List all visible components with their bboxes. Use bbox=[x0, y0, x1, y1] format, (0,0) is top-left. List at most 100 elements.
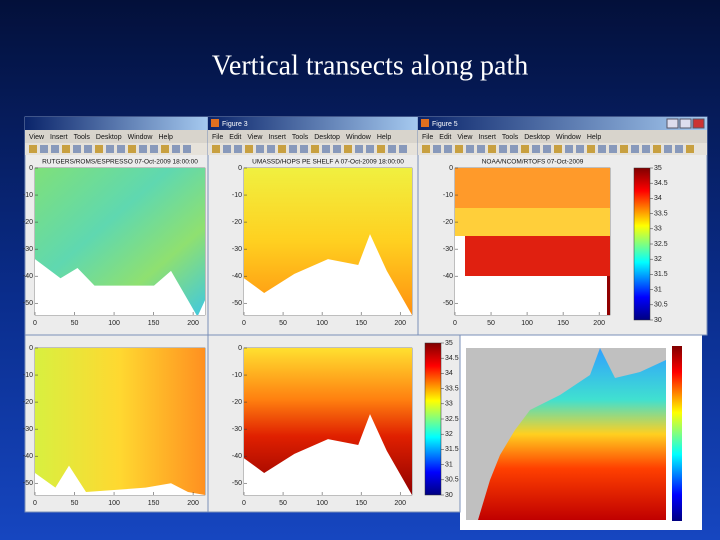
toolbar-button[interactable] bbox=[161, 145, 169, 153]
x-tick-label: 100 bbox=[521, 320, 533, 327]
toolbar-button[interactable] bbox=[245, 145, 253, 153]
toolbar-button[interactable] bbox=[117, 145, 125, 153]
menu-item[interactable]: Insert bbox=[478, 134, 496, 141]
y-tick-label: 0 bbox=[29, 345, 33, 352]
toolbar-button[interactable] bbox=[543, 145, 551, 153]
menu-item[interactable]: Tools bbox=[502, 134, 519, 141]
toolbar-button[interactable] bbox=[106, 145, 114, 153]
field-band bbox=[455, 208, 610, 236]
toolbar-button[interactable] bbox=[466, 145, 474, 153]
menu-item[interactable]: Edit bbox=[439, 134, 451, 141]
toolbar-button[interactable] bbox=[183, 145, 191, 153]
colorbar-label: 31 bbox=[445, 461, 453, 468]
toolbar-button[interactable] bbox=[95, 145, 103, 153]
menu-item[interactable]: Insert bbox=[268, 134, 286, 141]
menu-item[interactable]: View bbox=[247, 134, 263, 141]
menu-item[interactable]: Desktop bbox=[524, 134, 550, 141]
toolbar-button[interactable] bbox=[256, 145, 264, 153]
menu-item[interactable]: View bbox=[29, 134, 45, 141]
toolbar-button[interactable] bbox=[388, 145, 396, 153]
toolbar-button[interactable] bbox=[477, 145, 485, 153]
toolbar-button[interactable] bbox=[565, 145, 573, 153]
toolbar-button[interactable] bbox=[631, 145, 639, 153]
toolbar-button[interactable] bbox=[675, 145, 683, 153]
menu-item[interactable]: Tools bbox=[74, 134, 91, 141]
toolbar-button[interactable] bbox=[532, 145, 540, 153]
toolbar-button[interactable] bbox=[223, 145, 231, 153]
menu-item[interactable]: Help bbox=[377, 134, 392, 141]
window-caption: Figure 5 bbox=[432, 121, 458, 128]
y-tick-label: -40 bbox=[232, 453, 242, 460]
toolbar-button[interactable] bbox=[609, 145, 617, 153]
toolbar-button[interactable] bbox=[521, 145, 529, 153]
toolbar-button[interactable] bbox=[587, 145, 595, 153]
toolbar-button[interactable] bbox=[84, 145, 92, 153]
toolbar-button[interactable] bbox=[576, 145, 584, 153]
window-button[interactable] bbox=[692, 118, 705, 129]
menu-item[interactable]: Desktop bbox=[314, 134, 340, 141]
toolbar-button[interactable] bbox=[139, 145, 147, 153]
toolbar-button[interactable] bbox=[234, 145, 242, 153]
toolbar-button[interactable] bbox=[344, 145, 352, 153]
menu-item[interactable]: Insert bbox=[50, 134, 68, 141]
plot-panel: 0 50 100 150 200 0 -10 -20 -30 -40 -50 bbox=[23, 345, 206, 507]
toolbar-button[interactable] bbox=[267, 145, 275, 153]
toolbar-button[interactable] bbox=[653, 145, 661, 153]
toolbar-button[interactable] bbox=[399, 145, 407, 153]
toolbar-button[interactable] bbox=[455, 145, 463, 153]
toolbar-button[interactable] bbox=[422, 145, 430, 153]
toolbar-button[interactable] bbox=[73, 145, 81, 153]
toolbar-button[interactable] bbox=[554, 145, 562, 153]
window-button[interactable] bbox=[666, 118, 679, 129]
toolbar-button[interactable] bbox=[488, 145, 496, 153]
toolbar-button[interactable] bbox=[300, 145, 308, 153]
map-land bbox=[466, 348, 600, 520]
toolbar-button[interactable] bbox=[40, 145, 48, 153]
toolbar-button[interactable] bbox=[510, 145, 518, 153]
y-tick-label: -40 bbox=[23, 453, 33, 460]
menu-item[interactable]: File bbox=[212, 134, 223, 141]
menu-item[interactable]: Tools bbox=[292, 134, 309, 141]
toolbar-button[interactable] bbox=[212, 145, 220, 153]
menu-item[interactable]: Window bbox=[346, 134, 372, 141]
toolbar-button[interactable] bbox=[51, 145, 59, 153]
x-tick-label: 0 bbox=[33, 500, 37, 507]
toolbar-button[interactable] bbox=[355, 145, 363, 153]
toolbar-button[interactable] bbox=[62, 145, 70, 153]
menu-item[interactable]: File bbox=[422, 134, 433, 141]
toolbar-button[interactable] bbox=[664, 145, 672, 153]
toolbar-button[interactable] bbox=[377, 145, 385, 153]
toolbar-button[interactable] bbox=[150, 145, 158, 153]
menu-item[interactable]: Window bbox=[556, 134, 582, 141]
toolbar-button[interactable] bbox=[598, 145, 606, 153]
toolbar-button[interactable] bbox=[642, 145, 650, 153]
toolbar-button[interactable] bbox=[311, 145, 319, 153]
toolbar-button[interactable] bbox=[29, 145, 37, 153]
window-button[interactable] bbox=[679, 118, 692, 129]
window-icon bbox=[421, 119, 429, 127]
toolbar-button[interactable] bbox=[499, 145, 507, 153]
x-tick-label: 200 bbox=[394, 320, 406, 327]
field-band bbox=[607, 276, 610, 315]
menu-item[interactable]: View bbox=[457, 134, 473, 141]
menu-item[interactable]: Help bbox=[159, 134, 174, 141]
toolbar-button[interactable] bbox=[128, 145, 136, 153]
menu-item[interactable]: Window bbox=[128, 134, 154, 141]
toolbar-button[interactable] bbox=[333, 145, 341, 153]
menu-item[interactable]: Help bbox=[587, 134, 602, 141]
toolbar-button[interactable] bbox=[444, 145, 452, 153]
toolbar-button[interactable] bbox=[366, 145, 374, 153]
menu-item[interactable]: Desktop bbox=[96, 134, 122, 141]
title-bar bbox=[208, 117, 418, 130]
toolbar-button[interactable] bbox=[433, 145, 441, 153]
toolbar-button[interactable] bbox=[686, 145, 694, 153]
toolbar-button[interactable] bbox=[322, 145, 330, 153]
toolbar-button[interactable] bbox=[172, 145, 180, 153]
toolbar-button[interactable] bbox=[289, 145, 297, 153]
x-tick-label: 0 bbox=[453, 320, 457, 327]
field-band bbox=[465, 236, 610, 276]
menu-item[interactable]: Edit bbox=[229, 134, 241, 141]
y-tick-label: -20 bbox=[23, 219, 33, 226]
toolbar-button[interactable] bbox=[620, 145, 628, 153]
toolbar-button[interactable] bbox=[278, 145, 286, 153]
